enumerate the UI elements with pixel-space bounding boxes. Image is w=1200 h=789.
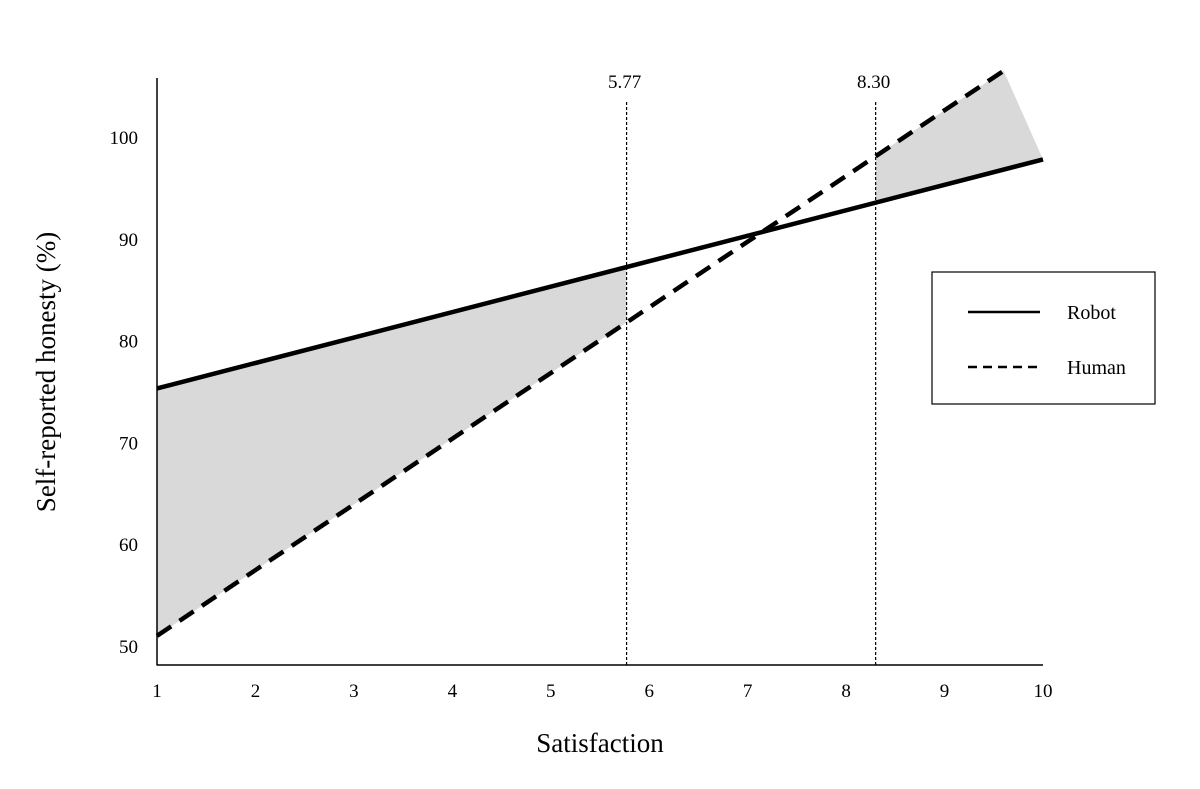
axes bbox=[156, 78, 1043, 666]
x-tick-label: 2 bbox=[251, 681, 261, 702]
x-tick-label: 9 bbox=[940, 681, 950, 702]
y-tick-label: 60 bbox=[119, 535, 138, 556]
x-tick-label: 3 bbox=[349, 681, 359, 702]
y-tick-label: 80 bbox=[119, 332, 138, 353]
x-tick-label: 6 bbox=[644, 681, 654, 702]
x-tick-label: 7 bbox=[743, 681, 753, 702]
legend-box bbox=[931, 271, 1156, 405]
annotation-lines: 5.77 8.30 bbox=[608, 72, 890, 665]
series-line-robot bbox=[156, 157, 1044, 391]
annotation-label-1: 5.77 bbox=[608, 72, 641, 93]
y-tick-label: 70 bbox=[119, 433, 138, 454]
x-tick-label: 4 bbox=[448, 681, 458, 702]
series-line-human bbox=[155, 68, 1005, 638]
shaded-region-1 bbox=[157, 267, 627, 636]
x-tick-label: 1 bbox=[152, 681, 162, 702]
legend-label-human: Human bbox=[1067, 357, 1126, 379]
x-tick-label: 10 bbox=[1034, 681, 1053, 702]
y-tick-label: 90 bbox=[119, 230, 138, 251]
tick-labels: 1 2 3 4 5 6 7 8 9 10 50 60 70 80 90 100 bbox=[110, 128, 1053, 702]
y-tick-label: 100 bbox=[110, 128, 139, 149]
legend-label-robot: Robot bbox=[1067, 302, 1116, 324]
annotation-label-2: 8.30 bbox=[857, 72, 890, 93]
series-lines bbox=[155, 68, 1044, 638]
y-tick-label: 50 bbox=[119, 637, 138, 658]
x-axis-title: Satisfaction bbox=[536, 728, 664, 758]
legend: Robot Human bbox=[931, 271, 1156, 405]
x-tick-label: 8 bbox=[841, 681, 851, 702]
x-tick-label: 5 bbox=[546, 681, 556, 702]
y-axis-title: Self-reported honesty (%) bbox=[31, 232, 61, 512]
